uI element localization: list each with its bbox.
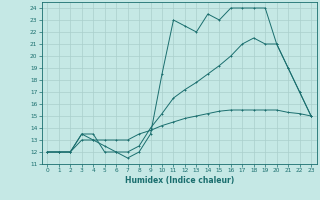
- X-axis label: Humidex (Indice chaleur): Humidex (Indice chaleur): [124, 176, 234, 185]
